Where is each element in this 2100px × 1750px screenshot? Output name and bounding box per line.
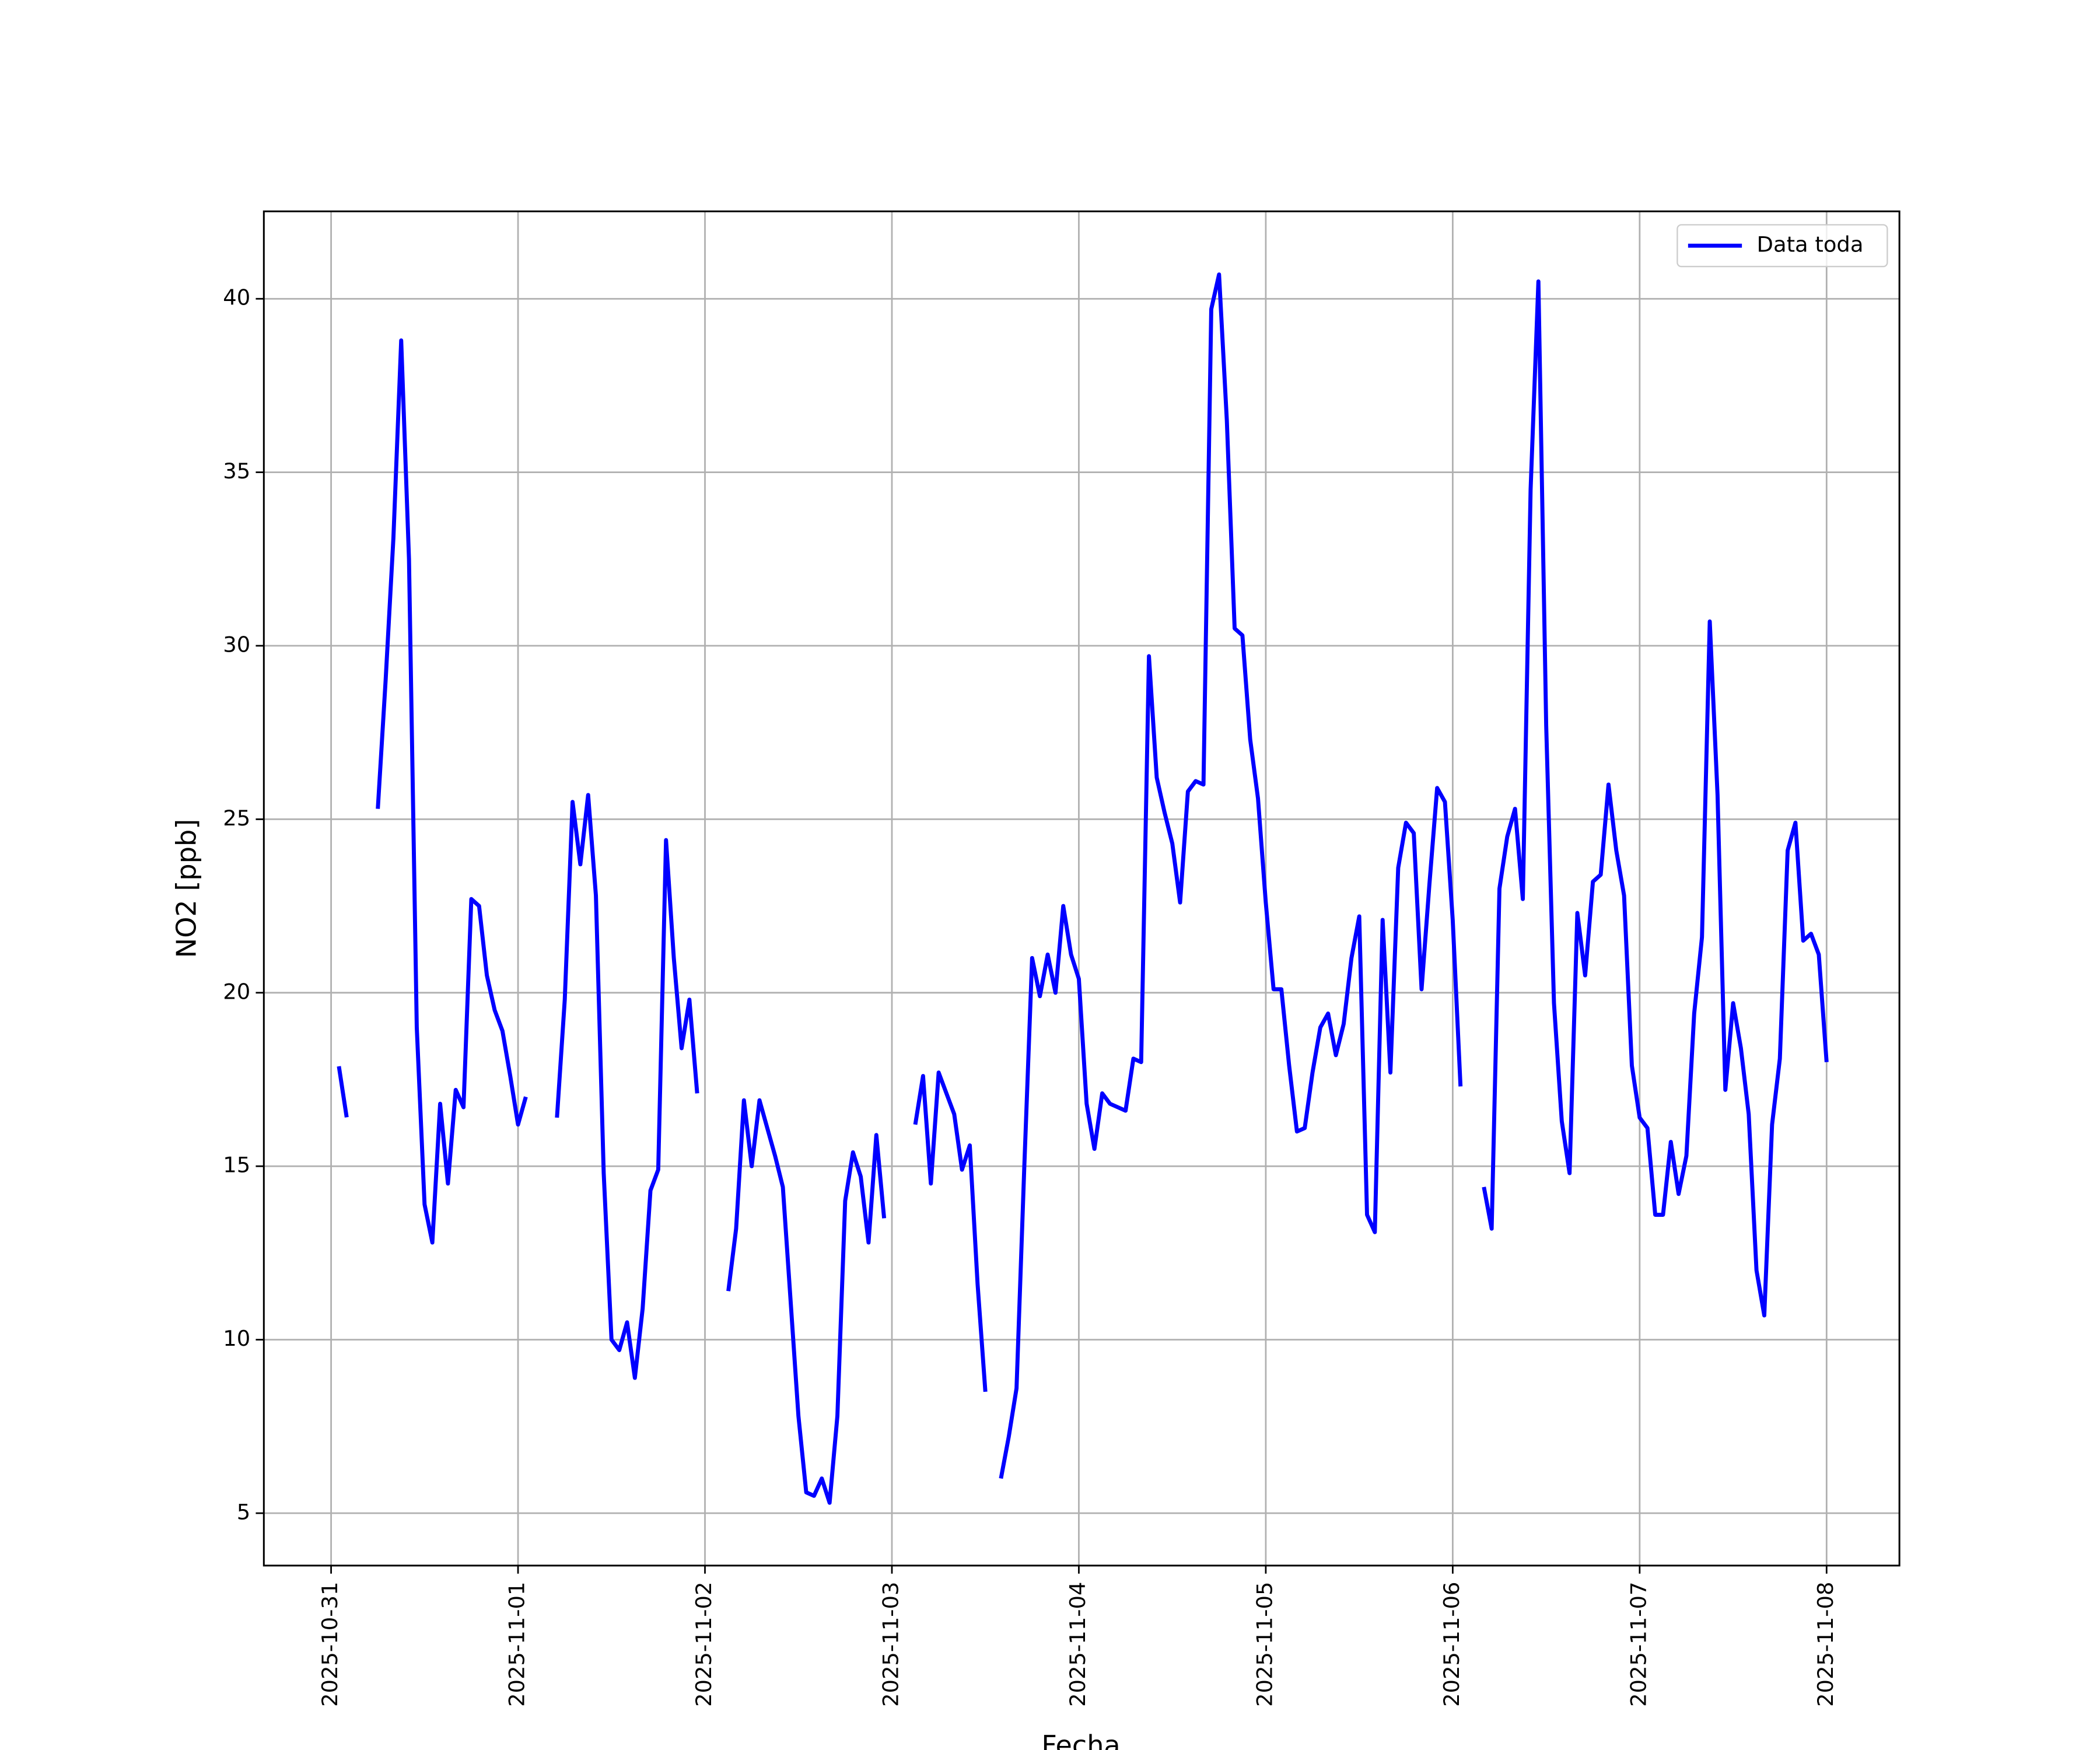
x-tick-label: 2025-11-03 <box>878 1582 903 1707</box>
x-tick-label: 2025-11-07 <box>1626 1582 1651 1707</box>
y-tick-label: 20 <box>223 979 250 1004</box>
y-tick-label: 30 <box>223 632 250 657</box>
legend: Data toda <box>1676 224 1888 268</box>
x-tick-label: 2025-10-31 <box>317 1582 342 1707</box>
x-tick-label: 2025-11-05 <box>1252 1582 1277 1707</box>
data-line <box>337 272 1829 1505</box>
x-tick-label: 2025-11-06 <box>1439 1582 1464 1707</box>
x-tick-label: 2025-11-01 <box>505 1582 530 1707</box>
plot-frame <box>262 210 1901 1567</box>
y-tick-label: 15 <box>223 1153 250 1178</box>
y-axis-label: NO2 [ppb] <box>171 819 202 958</box>
y-tick-label: 25 <box>223 806 250 831</box>
legend-box <box>1676 224 1888 268</box>
x-tick-label: 2025-11-02 <box>691 1582 716 1707</box>
y-tick-label: 5 <box>237 1500 250 1525</box>
x-tick-label: 2025-11-08 <box>1813 1582 1838 1707</box>
y-tick-label: 10 <box>223 1326 250 1351</box>
x-axis-label: Fecha <box>1041 1730 1120 1750</box>
y-tick-label: 35 <box>223 459 250 484</box>
x-tick-label: 2025-11-04 <box>1065 1582 1090 1707</box>
y-tick-label: 40 <box>223 285 250 310</box>
legend-label: Data toda <box>1757 232 1864 257</box>
